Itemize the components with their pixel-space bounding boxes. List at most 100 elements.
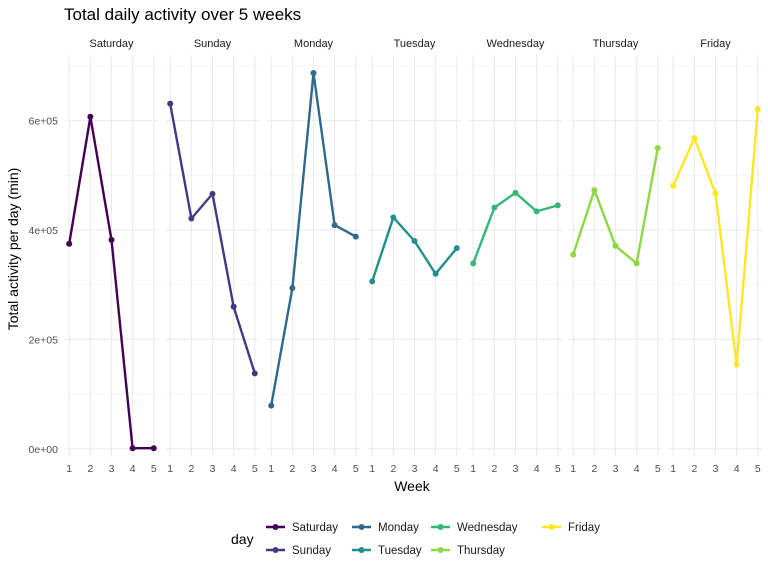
data-point — [491, 204, 498, 211]
data-point — [129, 445, 136, 452]
data-point — [570, 251, 577, 258]
data-point — [87, 113, 94, 120]
data-point — [289, 284, 296, 291]
data-point — [633, 260, 640, 267]
facet-strip-label: Tuesday — [394, 38, 436, 50]
x-tick-label: 3 — [613, 463, 619, 475]
data-point — [230, 303, 237, 310]
y-tick-label: 0e+00 — [29, 444, 59, 456]
chart-title: Total daily activity over 5 weeks — [64, 5, 301, 24]
data-point — [712, 190, 719, 197]
data-point — [369, 278, 376, 285]
data-point — [167, 100, 174, 107]
data-point — [352, 233, 359, 240]
legend-key-point — [358, 524, 365, 530]
data-point — [251, 370, 258, 377]
legend-label: Saturday — [292, 522, 338, 534]
legend-item-friday: Friday — [542, 522, 600, 534]
x-tick-label: 3 — [210, 463, 216, 475]
facet-panel-saturday: Saturday 1 2 3 4 5 — [65, 38, 158, 475]
x-tick-label: 5 — [252, 463, 258, 475]
x-tick-label: 5 — [755, 463, 761, 475]
legend-label: Tuesday — [378, 545, 422, 557]
x-tick-label: 1 — [670, 463, 676, 475]
legend-label: Thursday — [457, 545, 505, 557]
x-tick-label: 5 — [353, 463, 359, 475]
facet-strip-label: Monday — [294, 38, 334, 50]
facet-strip-label: Sunday — [194, 38, 232, 50]
x-tick-label: 1 — [369, 463, 375, 475]
legend-key-point — [272, 524, 279, 530]
facet-strip-label: Friday — [700, 38, 731, 50]
data-point — [108, 236, 115, 243]
legend: Saturday Sunday Monday Tuesday Wednesday Thur… — [266, 522, 600, 557]
data-point — [512, 189, 519, 196]
y-tick-label: 4e+05 — [29, 225, 59, 237]
x-tick-label: 1 — [470, 463, 476, 475]
facet-strip-label: Wednesday — [487, 38, 545, 50]
x-tick-label: 2 — [491, 463, 497, 475]
legend-label: Monday — [378, 522, 419, 534]
data-point — [470, 260, 477, 267]
data-point — [268, 402, 275, 409]
facet-panel-friday: Friday 1 2 3 4 5 — [669, 38, 762, 475]
data-point — [188, 215, 195, 222]
x-tick-label: 1 — [570, 463, 576, 475]
data-point — [411, 237, 418, 244]
y-tick-label: 6e+05 — [29, 116, 59, 128]
data-point — [733, 361, 740, 368]
x-tick-label: 5 — [555, 463, 561, 475]
legend-label: Friday — [568, 522, 600, 534]
data-point — [390, 214, 397, 221]
facet-panel-thursday: Thursday 1 2 3 4 5 — [569, 38, 662, 475]
data-point — [66, 240, 73, 247]
data-point — [691, 135, 698, 142]
facet-strip-label: Saturday — [89, 38, 134, 50]
data-point — [150, 445, 157, 452]
x-tick-label: 4 — [433, 463, 439, 475]
x-tick-label: 2 — [390, 463, 396, 475]
legend-item-sunday: Sunday — [266, 545, 331, 557]
data-point — [754, 106, 761, 113]
legend-key-point — [358, 547, 365, 553]
x-tick-label: 2 — [87, 463, 93, 475]
y-tick-label: 2e+05 — [29, 334, 59, 346]
legend-key-point — [437, 547, 444, 553]
facet-panel-tuesday: Tuesday 1 2 3 4 5 — [368, 38, 461, 475]
x-tick-label: 4 — [231, 463, 237, 475]
data-point — [331, 222, 338, 229]
x-tick-label: 2 — [289, 463, 295, 475]
data-point — [612, 242, 619, 249]
x-tick-label: 3 — [713, 463, 719, 475]
data-point — [670, 182, 677, 189]
legend-item-thursday: Thursday — [431, 545, 505, 557]
data-point — [654, 144, 661, 151]
x-tick-label: 5 — [655, 463, 661, 475]
x-tick-label: 5 — [151, 463, 157, 475]
facet-panel-wednesday: Wednesday 1 2 3 4 5 — [469, 38, 562, 475]
x-axis-title: Week — [394, 478, 431, 494]
x-tick-label: 4 — [534, 463, 540, 475]
legend-label: Wednesday — [457, 522, 518, 534]
facet-panel-sunday: Sunday 1 2 3 4 5 — [166, 38, 259, 475]
x-tick-label: 1 — [268, 463, 274, 475]
x-tick-label: 4 — [332, 463, 338, 475]
legend-item-saturday: Saturday — [266, 522, 338, 534]
data-point — [432, 270, 439, 277]
data-point — [453, 245, 460, 252]
data-point — [591, 187, 598, 194]
x-tick-label: 2 — [188, 463, 194, 475]
facet-panels: Saturday 1 2 3 4 5 Sunday 1 2 3 4 5 Monday 1 2 3 4 5 Tuesd… — [65, 38, 762, 475]
x-tick-label: 2 — [591, 463, 597, 475]
legend-title: day — [231, 531, 254, 547]
legend-key-point — [437, 524, 444, 530]
legend-key-point — [548, 524, 555, 530]
x-tick-label: 4 — [130, 463, 136, 475]
legend-item-tuesday: Tuesday — [352, 545, 422, 557]
data-point — [554, 202, 561, 209]
x-tick-label: 5 — [454, 463, 460, 475]
y-axis-title: Total activity per day (min) — [5, 168, 21, 331]
y-axis-ticks: 0e+00 2e+05 4e+05 6e+05 — [29, 116, 59, 456]
